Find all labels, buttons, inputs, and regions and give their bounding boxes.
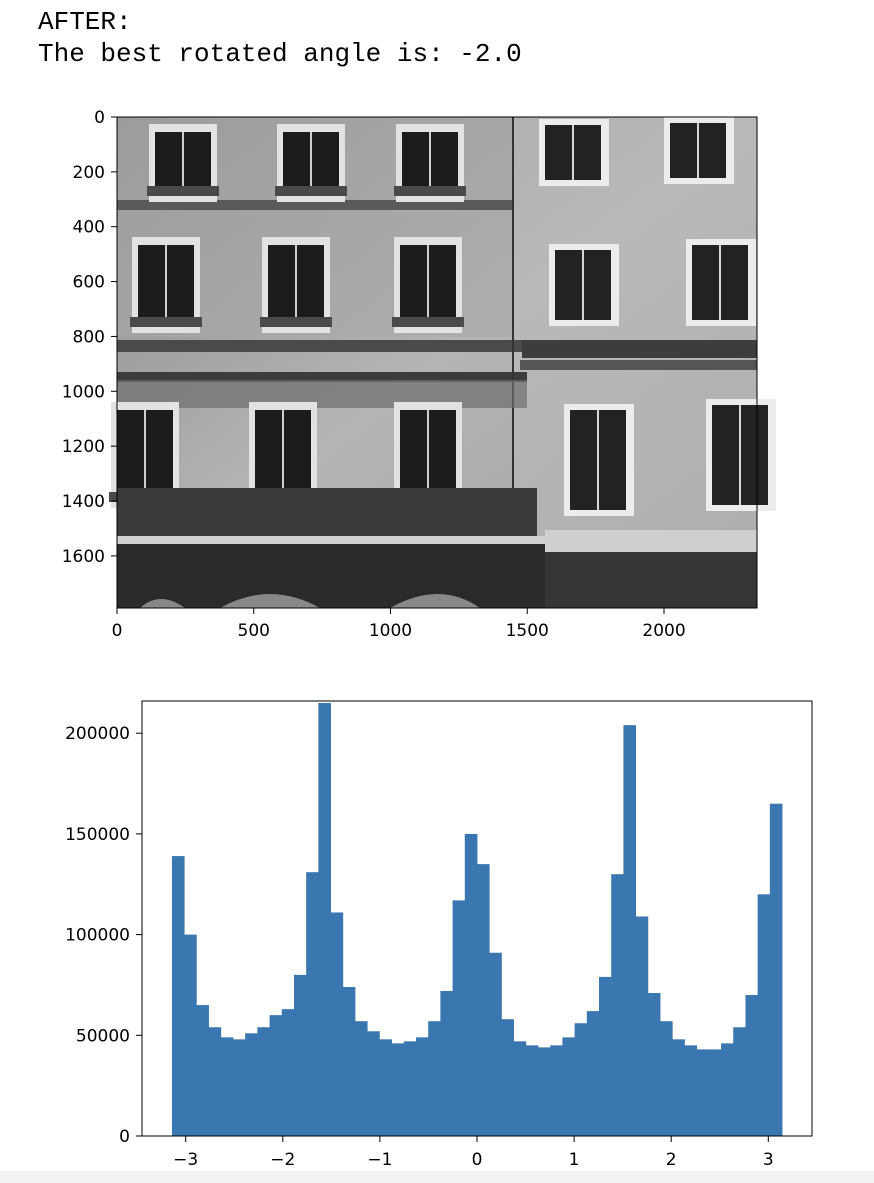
histogram-bar bbox=[184, 934, 197, 1136]
histogram-bar bbox=[525, 1045, 539, 1136]
histogram-bar bbox=[232, 1039, 246, 1136]
histogram-bar bbox=[684, 1045, 698, 1136]
histogram-bar bbox=[220, 1037, 234, 1136]
histogram-bar bbox=[354, 1021, 368, 1136]
histogram-bar bbox=[513, 1041, 527, 1136]
histogram-bar bbox=[477, 864, 490, 1136]
histogram-bar bbox=[257, 1027, 270, 1136]
building-photo bbox=[109, 117, 776, 608]
histogram-bar bbox=[208, 1027, 222, 1136]
histogram-x-tick-label: 2 bbox=[666, 1150, 677, 1170]
histogram-y-axis: 0 50000 100000 150000 200000 bbox=[65, 724, 142, 1147]
histogram-bar bbox=[733, 1027, 746, 1136]
image-x-tick-label: 0 bbox=[112, 621, 123, 641]
histogram-bar bbox=[489, 952, 502, 1136]
image-y-tick-label: 0 bbox=[94, 108, 105, 128]
histogram-bar bbox=[721, 1043, 734, 1136]
image-y-tick-label: 400 bbox=[73, 218, 105, 238]
image-axes: 0 500 1000 1500 2000 0 200 400 600 800 1000 1200 14… bbox=[62, 108, 776, 641]
histogram-bar bbox=[660, 1021, 673, 1136]
image-x-tick-label: 1500 bbox=[506, 621, 549, 641]
image-y-tick-label: 1400 bbox=[62, 492, 105, 512]
histogram-x-axis: −3 −2 −1 0 1 2 3 bbox=[173, 1136, 774, 1170]
histogram-bar bbox=[196, 1005, 209, 1136]
histogram-bar bbox=[452, 900, 466, 1136]
histogram-bar bbox=[391, 1043, 405, 1136]
image-x-tick-label: 1000 bbox=[369, 621, 412, 641]
histogram-x-tick-label: 3 bbox=[763, 1150, 774, 1170]
histogram-bar bbox=[501, 1019, 515, 1136]
histogram-bar bbox=[586, 1011, 600, 1136]
histogram-bar bbox=[171, 856, 185, 1136]
image-x-axis: 0 500 1000 1500 2000 bbox=[112, 608, 686, 641]
histogram-bar bbox=[538, 1047, 551, 1136]
histogram-bar bbox=[403, 1041, 417, 1136]
histogram-x-tick-label: 1 bbox=[569, 1150, 580, 1170]
image-y-axis: 0 200 400 600 800 1000 1200 1400 1600 bbox=[62, 108, 117, 567]
histogram-bar bbox=[696, 1049, 710, 1136]
histogram-bar bbox=[745, 995, 759, 1136]
histogram-bar bbox=[440, 991, 453, 1136]
bottom-scroll-strip bbox=[0, 1171, 874, 1183]
histogram-y-tick-label: 100000 bbox=[65, 926, 130, 946]
histogram-bar bbox=[367, 1031, 380, 1136]
image-y-tick-label: 800 bbox=[73, 327, 105, 347]
histogram-y-tick-label: 150000 bbox=[65, 825, 130, 845]
histogram-bar bbox=[464, 833, 478, 1136]
histogram-bar bbox=[611, 874, 624, 1136]
histogram-bar bbox=[306, 872, 319, 1136]
histogram-bar bbox=[342, 986, 356, 1136]
histogram-bar bbox=[281, 1009, 295, 1136]
image-y-tick-label: 600 bbox=[73, 273, 105, 293]
histogram-y-tick-label: 0 bbox=[119, 1127, 130, 1147]
histogram-bar bbox=[269, 1015, 283, 1136]
histogram-x-tick-label: −3 bbox=[173, 1150, 198, 1170]
histogram-bar bbox=[550, 1045, 563, 1136]
histogram-x-tick-label: −2 bbox=[270, 1150, 295, 1170]
histogram-bar bbox=[415, 1037, 429, 1136]
image-y-tick-label: 1600 bbox=[62, 547, 105, 567]
histogram-y-tick-label: 50000 bbox=[76, 1026, 130, 1046]
image-x-tick-label: 500 bbox=[238, 621, 270, 641]
histogram-bar bbox=[428, 1021, 441, 1136]
histogram-bar bbox=[757, 894, 771, 1136]
histogram-x-tick-label: −1 bbox=[367, 1150, 392, 1170]
histogram-bar bbox=[672, 1039, 685, 1136]
output-line-after: AFTER: bbox=[38, 7, 132, 37]
histogram-bar bbox=[635, 916, 649, 1136]
histogram-bar bbox=[293, 974, 307, 1136]
output-text: AFTER: The best rotated angle is: -2.0 bbox=[38, 6, 522, 70]
histogram-bar bbox=[647, 993, 661, 1136]
histogram-bar bbox=[623, 725, 637, 1136]
image-y-tick-label: 1200 bbox=[62, 437, 105, 457]
histogram-bar bbox=[245, 1033, 258, 1136]
histogram-bar bbox=[318, 703, 331, 1136]
histogram-bar bbox=[330, 912, 344, 1136]
image-y-tick-label: 1000 bbox=[62, 382, 105, 402]
histogram-y-tick-label: 200000 bbox=[65, 724, 130, 744]
image-x-tick-label: 2000 bbox=[642, 621, 685, 641]
histogram-bar bbox=[562, 1037, 576, 1136]
histogram-bar bbox=[769, 803, 783, 1136]
image-y-tick-label: 200 bbox=[73, 163, 105, 183]
histogram-bar bbox=[599, 976, 612, 1136]
histogram-bars bbox=[171, 703, 783, 1136]
histogram-axes: −3 −2 −1 0 1 2 3 0 50000 100000 150000 200000 bbox=[65, 700, 813, 1170]
histogram-bar bbox=[708, 1049, 722, 1136]
histogram-x-tick-label: 0 bbox=[472, 1150, 483, 1170]
histogram-bar bbox=[379, 1039, 392, 1136]
output-line-angle: The best rotated angle is: -2.0 bbox=[38, 39, 522, 69]
histogram-bar bbox=[574, 1023, 588, 1136]
